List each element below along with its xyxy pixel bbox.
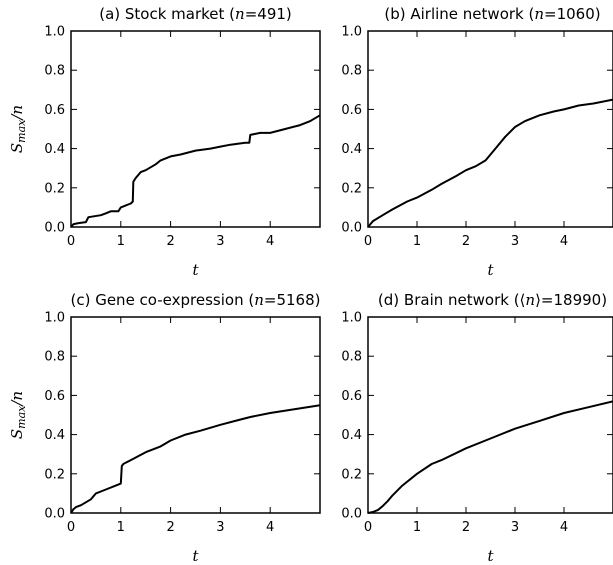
x-tick-label: 2 xyxy=(166,520,174,535)
y-tick-label: 0.6 xyxy=(341,389,362,404)
y-tick-label: 0.6 xyxy=(44,389,65,404)
y-tick-label: 0.4 xyxy=(44,428,65,443)
series-line xyxy=(367,400,613,514)
y-tick-label: 0.6 xyxy=(341,103,362,118)
y-tick-label: 0.2 xyxy=(44,181,65,196)
x-tick-label: 0 xyxy=(67,234,75,249)
x-tick-label: 3 xyxy=(511,520,519,535)
series-line xyxy=(367,98,613,228)
y-tick-label: 0.0 xyxy=(44,507,65,522)
x-axis-label: t xyxy=(487,547,494,565)
plot-frame xyxy=(70,30,321,228)
x-tick-label: 1 xyxy=(413,234,421,249)
x-tick-label: 1 xyxy=(117,234,125,249)
x-tick-label: 2 xyxy=(166,234,174,249)
y-tick-label: 0.8 xyxy=(341,350,362,365)
x-tick-label: 3 xyxy=(511,234,519,249)
series-line xyxy=(70,114,321,228)
x-tick-label: 4 xyxy=(560,234,568,249)
x-tick-label: 0 xyxy=(364,234,372,249)
panel-a: 0.0 0.2 0.4 0.6 0.8 1.0 0 1 2 3 4 (a) Stock market … xyxy=(8,5,321,279)
panel-title: (c) Gene co-expression (n=5168) xyxy=(70,291,320,309)
y-tick-label: 1.0 xyxy=(44,311,65,326)
x-axis-label: t xyxy=(192,547,199,565)
panel-title: (a) Stock market (n=491) xyxy=(99,5,292,23)
x-tick-label: 2 xyxy=(462,520,470,535)
y-tick-label: 1.0 xyxy=(44,25,65,40)
y-tick-label: 0.2 xyxy=(341,181,362,196)
x-axis-label: t xyxy=(192,261,199,279)
x-tick-label: 3 xyxy=(216,234,224,249)
x-tick-label: 1 xyxy=(117,520,125,535)
x-tick-label: 4 xyxy=(266,234,274,249)
x-tick-label: 1 xyxy=(413,520,421,535)
y-tick-label: 0.8 xyxy=(341,64,362,79)
x-tick-label: 0 xyxy=(364,520,372,535)
panel-b: 0.0 0.2 0.4 0.6 0.8 1.0 0 1 2 3 4 (b) Airline netwo… xyxy=(341,5,613,279)
y-axis-label: Smax/n xyxy=(8,391,28,439)
x-tick-label: 0 xyxy=(67,520,75,535)
y-axis-label: Smax/n xyxy=(8,105,28,153)
x-tick-label: 4 xyxy=(266,520,274,535)
y-tick-label: 0.2 xyxy=(341,467,362,482)
plot-frame xyxy=(367,30,613,228)
x-tick-label: 2 xyxy=(462,234,470,249)
y-tick-label: 0.2 xyxy=(44,467,65,482)
x-tick-label: 4 xyxy=(560,520,568,535)
y-tick-label: 0.8 xyxy=(44,64,65,79)
y-tick-label: 0.4 xyxy=(341,428,362,443)
y-tick-label: 0.4 xyxy=(44,142,65,157)
y-tick-label: 0.8 xyxy=(44,350,65,365)
y-tick-label: 0.0 xyxy=(341,221,362,236)
plot-frame xyxy=(367,316,613,514)
y-tick-label: 0.4 xyxy=(341,142,362,157)
y-tick-label: 0.6 xyxy=(44,103,65,118)
y-tick-label: 0.0 xyxy=(44,221,65,236)
panel-title: (d) Brain network (⟨n⟩=18990) xyxy=(378,291,607,309)
y-tick-label: 0.0 xyxy=(341,507,362,522)
y-tick-label: 1.0 xyxy=(341,25,362,40)
panel-title: (b) Airline network (n=1060) xyxy=(384,5,600,23)
x-axis-label: t xyxy=(487,261,494,279)
series-line xyxy=(70,404,321,514)
x-tick-label: 3 xyxy=(216,520,224,535)
panel-d: 0.0 0.2 0.4 0.6 0.8 1.0 0 1 2 3 4 (d) Brain network… xyxy=(341,291,613,565)
y-tick-label: 1.0 xyxy=(341,311,362,326)
panel-c: 0.0 0.2 0.4 0.6 0.8 1.0 0 1 2 3 4 (c) Gene co-expre… xyxy=(8,291,321,565)
plot-frame xyxy=(70,316,321,514)
